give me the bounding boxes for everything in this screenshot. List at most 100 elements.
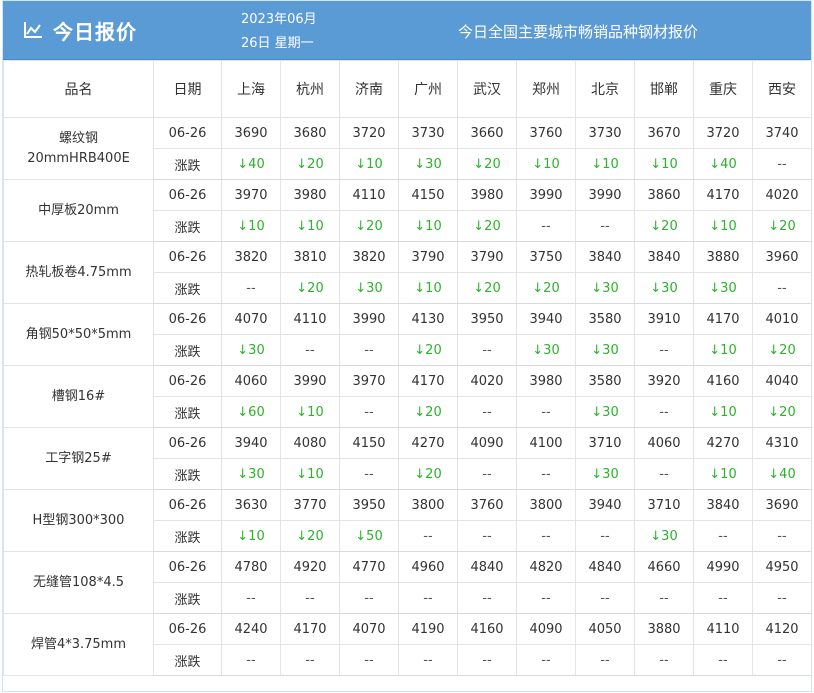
product-name: 中厚板20mm xyxy=(3,179,154,242)
change-label: 涨跌 xyxy=(153,520,222,552)
change-cell: -- xyxy=(575,644,635,676)
change-cell: ↓10 xyxy=(280,396,340,428)
price-cell: 3820 xyxy=(221,241,281,273)
price-cell: 3800 xyxy=(398,489,458,521)
price-date: 06-26 xyxy=(153,489,222,521)
change-cell: -- xyxy=(457,520,517,552)
price-date: 06-26 xyxy=(153,179,222,211)
product-name: 槽钢16# xyxy=(3,365,154,428)
price-cell: 3840 xyxy=(693,489,753,521)
price-cell: 3910 xyxy=(634,303,694,335)
change-cell: ↓30 xyxy=(339,272,399,304)
change-cell: ↓10 xyxy=(693,396,753,428)
price-cell: 3580 xyxy=(575,303,635,335)
price-cell: 4110 xyxy=(280,303,340,335)
price-cell: 4990 xyxy=(693,551,753,583)
table-row-change: 涨跌 ↓40 ↓20 ↓10 ↓30 ↓20 ↓10 ↓10 ↓10 ↓40 -- xyxy=(4,148,812,180)
change-cell: -- xyxy=(280,334,340,366)
table-row-price: 中厚板20mm 06-26 3970 3980 4110 4150 3980 3990 3990… xyxy=(3,179,812,242)
change-label: 涨跌 xyxy=(153,334,222,366)
price-cell: 4150 xyxy=(339,427,399,459)
price-cell: 3710 xyxy=(634,489,694,521)
price-cell: 3790 xyxy=(398,241,458,273)
price-cell: 4060 xyxy=(221,365,281,397)
change-cell: -- xyxy=(693,582,753,614)
change-cell: ↓20 xyxy=(457,210,517,242)
table-row-price: 螺纹钢 20mmHRB400E 06-26 3690 3680 3720 3730 3660… xyxy=(3,117,812,180)
change-cell: -- xyxy=(516,520,576,552)
price-cell: 3990 xyxy=(575,179,635,211)
price-cell: 4150 xyxy=(398,179,458,211)
price-cell: 3950 xyxy=(339,489,399,521)
price-cell: 4120 xyxy=(752,613,812,645)
change-cell: ↓10 xyxy=(339,148,399,180)
change-cell: ↓20 xyxy=(752,210,812,242)
price-date: 06-26 xyxy=(153,365,222,397)
change-cell: -- xyxy=(339,396,399,428)
price-cell: 3880 xyxy=(693,241,753,273)
change-label: 涨跌 xyxy=(153,396,222,428)
table-row-price: 工字钢25# 06-26 3940 4080 4150 4270 4090 4100 3710 4… xyxy=(3,427,812,490)
price-cell: 3980 xyxy=(457,179,517,211)
product-name: 螺纹钢 20mmHRB400E xyxy=(3,117,154,180)
col-header: 武汉 xyxy=(457,60,517,118)
change-cell: -- xyxy=(516,644,576,676)
price-cell: 3990 xyxy=(516,179,576,211)
table-row-change: 涨跌 -- ↓20 ↓30 ↓10 ↓20 ↓20 ↓30 ↓30 ↓30 -- xyxy=(4,272,812,304)
change-cell: -- xyxy=(339,644,399,676)
col-header: 邯郸 xyxy=(634,60,694,118)
price-date: 06-26 xyxy=(153,427,222,459)
product-name: 工字钢25# xyxy=(3,427,154,490)
change-cell: ↓50 xyxy=(339,520,399,552)
price-cell: 4270 xyxy=(398,427,458,459)
change-cell: -- xyxy=(516,210,576,242)
table-row-price: 热轧板卷4.75mm 06-26 3820 3810 3820 3790 3790 3750 3… xyxy=(3,241,812,304)
change-cell: -- xyxy=(457,458,517,490)
change-cell: -- xyxy=(516,458,576,490)
change-label: 涨跌 xyxy=(153,644,222,676)
change-cell: ↓20 xyxy=(398,458,458,490)
price-cell: 3960 xyxy=(752,241,812,273)
price-cell: 3770 xyxy=(280,489,340,521)
price-date: 06-26 xyxy=(153,117,222,149)
change-cell: -- xyxy=(280,644,340,676)
change-cell: ↓30 xyxy=(575,272,635,304)
change-label: 涨跌 xyxy=(153,148,222,180)
col-header: 杭州 xyxy=(280,60,340,118)
change-cell: -- xyxy=(752,582,812,614)
price-cell: 4090 xyxy=(516,613,576,645)
change-cell: ↓30 xyxy=(575,458,635,490)
price-cell: 4840 xyxy=(575,551,635,583)
price-cell: 4020 xyxy=(752,179,812,211)
change-cell: ↓40 xyxy=(693,148,753,180)
price-cell: 4270 xyxy=(693,427,753,459)
price-cell: 4170 xyxy=(693,179,753,211)
price-cell: 4780 xyxy=(221,551,281,583)
price-cell: 3760 xyxy=(457,489,517,521)
price-cell: 3730 xyxy=(398,117,458,149)
product-name: 热轧板卷4.75mm xyxy=(3,241,154,304)
price-cell: 4060 xyxy=(634,427,694,459)
change-cell: -- xyxy=(398,520,458,552)
price-cell: 4950 xyxy=(752,551,812,583)
price-cell: 3990 xyxy=(339,303,399,335)
price-cell: 4100 xyxy=(516,427,576,459)
price-cell: 3690 xyxy=(752,489,812,521)
table-row-change: 涨跌 ↓60 ↓10 -- ↓20 -- -- ↓30 -- ↓10 ↓20 xyxy=(4,396,812,428)
change-cell: -- xyxy=(339,458,399,490)
table-row-price: 角钢50*50*5mm 06-26 4070 4110 3990 4130 3950 3940… xyxy=(3,303,812,366)
change-label: 涨跌 xyxy=(153,210,222,242)
price-cell: 4050 xyxy=(575,613,635,645)
change-cell: -- xyxy=(221,582,281,614)
change-cell: -- xyxy=(221,272,281,304)
product-name: 焊管4*3.75mm xyxy=(3,613,154,676)
change-cell: ↓30 xyxy=(575,334,635,366)
panel-header: 今日报价 2023年06月 26日 星期一 今日全国主要城市畅销品种钢材报价 xyxy=(3,1,811,60)
change-cell: ↓20 xyxy=(634,210,694,242)
table-row-change: 涨跌 -- -- -- -- -- -- -- -- -- -- xyxy=(4,582,812,614)
price-cell: 4040 xyxy=(752,365,812,397)
price-cell: 3760 xyxy=(516,117,576,149)
price-cell: 4170 xyxy=(280,613,340,645)
change-label: 涨跌 xyxy=(153,582,222,614)
